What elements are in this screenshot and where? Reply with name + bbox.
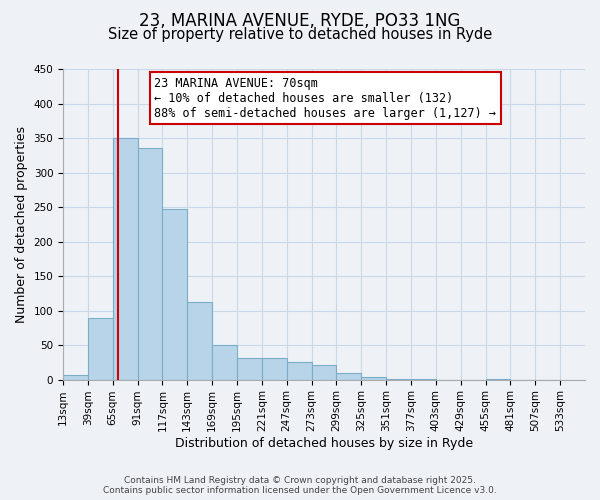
Bar — [287, 362, 311, 380]
Text: 23 MARINA AVENUE: 70sqm
← 10% of detached houses are smaller (132)
88% of semi-d: 23 MARINA AVENUE: 70sqm ← 10% of detache… — [154, 77, 496, 120]
Bar — [411, 379, 436, 380]
Bar — [311, 365, 337, 380]
Bar — [337, 372, 361, 380]
Y-axis label: Number of detached properties: Number of detached properties — [15, 126, 28, 323]
Bar — [237, 358, 262, 380]
Bar — [187, 302, 212, 380]
Bar — [63, 375, 88, 380]
Bar — [262, 358, 287, 380]
Bar — [113, 138, 137, 380]
Bar — [485, 379, 511, 380]
Bar — [386, 379, 411, 380]
Text: Size of property relative to detached houses in Ryde: Size of property relative to detached ho… — [108, 28, 492, 42]
Bar — [361, 377, 386, 380]
X-axis label: Distribution of detached houses by size in Ryde: Distribution of detached houses by size … — [175, 437, 473, 450]
Bar — [212, 345, 237, 380]
Bar — [137, 148, 163, 380]
Bar — [163, 209, 187, 380]
Text: Contains HM Land Registry data © Crown copyright and database right 2025.
Contai: Contains HM Land Registry data © Crown c… — [103, 476, 497, 495]
Text: 23, MARINA AVENUE, RYDE, PO33 1NG: 23, MARINA AVENUE, RYDE, PO33 1NG — [139, 12, 461, 30]
Bar — [88, 318, 113, 380]
